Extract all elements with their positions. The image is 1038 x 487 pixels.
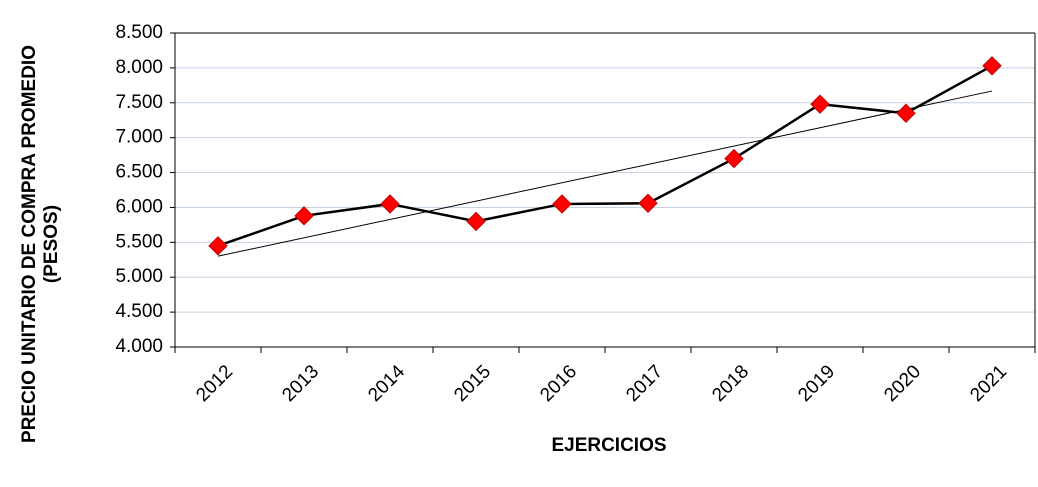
trend-line bbox=[217, 90, 993, 257]
marker bbox=[896, 103, 916, 123]
y-tick-label: 4.500 bbox=[115, 301, 163, 322]
x-tick-label: 2020 bbox=[880, 361, 925, 406]
y-axis-label: PRECIO UNITARIO DE COMPRA PROMEDIO bbox=[19, 45, 40, 443]
x-tick-label: 2016 bbox=[536, 361, 581, 406]
y-tick-label: 4.000 bbox=[115, 336, 163, 357]
y-tick-label: 6.000 bbox=[115, 196, 163, 217]
marker bbox=[208, 236, 228, 256]
marker bbox=[982, 56, 1002, 76]
marker bbox=[294, 206, 314, 226]
marker bbox=[552, 194, 572, 214]
x-tick-label: 2012 bbox=[192, 361, 237, 406]
marker bbox=[810, 94, 830, 114]
marker bbox=[638, 193, 658, 213]
x-tick-label: 2021 bbox=[966, 361, 1011, 406]
y-tick-label: 8.500 bbox=[115, 22, 163, 43]
x-tick-label: 2014 bbox=[364, 361, 409, 406]
marker bbox=[724, 148, 744, 169]
marker bbox=[380, 194, 400, 214]
x-axis-label: EJERCICIOS bbox=[551, 435, 666, 456]
marker bbox=[466, 211, 486, 232]
x-tick-label: 2019 bbox=[794, 361, 839, 406]
x-tick-label: 2017 bbox=[622, 361, 667, 406]
y-tick-label: 8.000 bbox=[115, 57, 163, 78]
y-tick-label: 7.500 bbox=[115, 92, 163, 113]
y-tick-label: 7.000 bbox=[115, 127, 163, 148]
y-tick-label: 5.500 bbox=[115, 231, 163, 252]
y-tick-label: 5.000 bbox=[115, 266, 163, 287]
y-tick-label: 6.500 bbox=[115, 162, 163, 183]
data-line bbox=[217, 64, 993, 248]
x-tick-label: 2013 bbox=[278, 361, 323, 406]
y-axis-label: (PESOS) bbox=[41, 205, 62, 283]
x-tick-label: 2018 bbox=[708, 361, 753, 406]
x-tick-label: 2015 bbox=[450, 361, 495, 406]
